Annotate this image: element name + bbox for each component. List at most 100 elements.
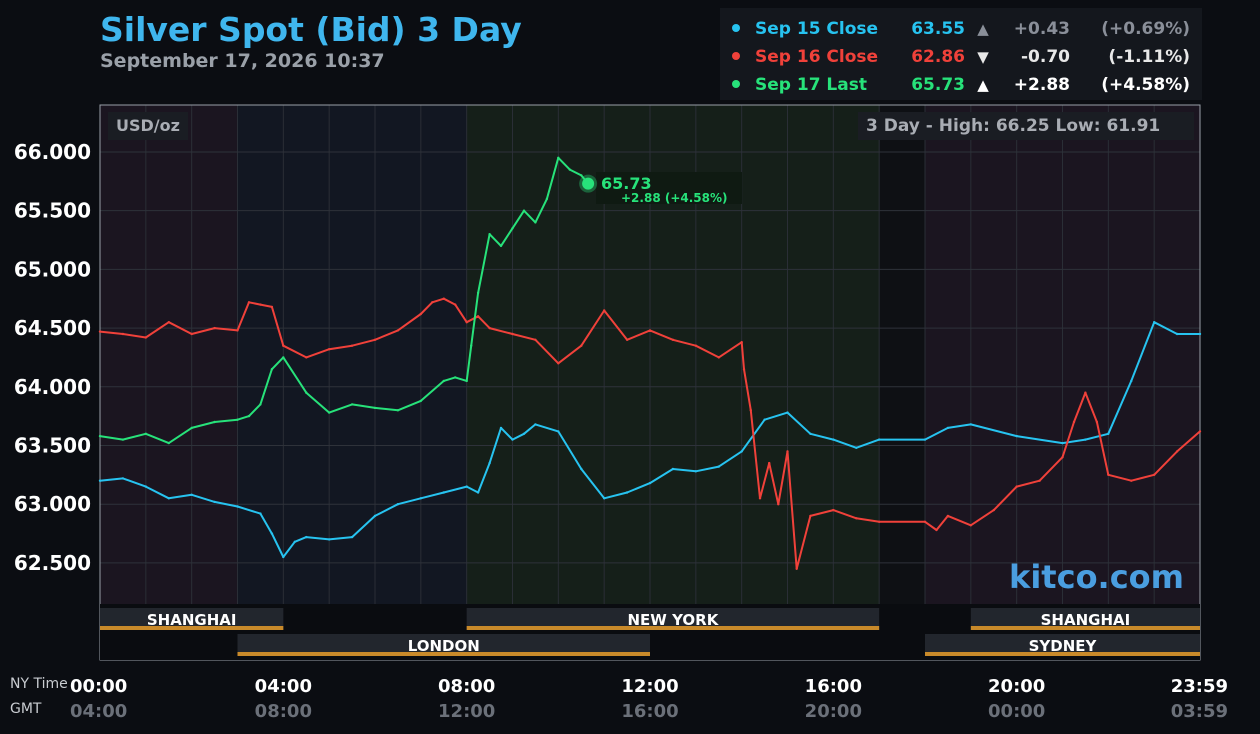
- y-tick-label: 64.500: [14, 316, 91, 340]
- data-point-sep-16-close: [121, 332, 125, 336]
- ny-time-label: NY Time: [10, 676, 68, 692]
- watermark: kitco.com: [1009, 558, 1184, 596]
- data-point-sep-16-close: [786, 450, 789, 453]
- data-point-sep-16-close: [795, 567, 798, 570]
- data-point-sep-16-close: [992, 508, 995, 512]
- data-point-sep-15-close: [946, 426, 950, 430]
- data-point-sep-15-close: [603, 497, 606, 500]
- legend-dot: [732, 80, 740, 88]
- legend-label: Sep 16 Close: [755, 47, 878, 67]
- chart-title: Silver Spot (Bid) 3 Day: [100, 10, 522, 49]
- data-point-sep-17-last: [190, 426, 193, 430]
- legend-value: 63.55: [911, 19, 965, 39]
- data-point-sep-15-close: [557, 430, 560, 433]
- session-sydney-label: SYDNEY: [1029, 637, 1098, 655]
- data-point-sep-16-close: [511, 332, 514, 336]
- data-point-sep-15-close: [878, 438, 881, 441]
- data-point-sep-16-close: [373, 338, 377, 341]
- x-tick-ny: 00:00: [70, 676, 127, 697]
- y-tick-label: 65.500: [14, 199, 91, 223]
- series-lines: [98, 156, 1202, 570]
- x-tick-gmt: 00:00: [988, 701, 1045, 722]
- data-point-sep-15-close: [98, 479, 102, 482]
- data-point-sep-17-last: [465, 379, 468, 383]
- data-point-sep-16-close: [1095, 420, 1099, 424]
- data-point-sep-16-close: [603, 309, 606, 312]
- data-point-sep-15-close: [328, 538, 331, 541]
- x-tick-gmt: 08:00: [255, 701, 312, 722]
- legend-arrow: ▲: [977, 20, 989, 38]
- data-point-sep-15-close: [1015, 434, 1018, 438]
- data-point-sep-16-close: [465, 321, 468, 324]
- data-point-sep-16-close: [419, 312, 422, 316]
- data-point-sep-17-last: [98, 434, 102, 438]
- data-point-sep-15-close: [1084, 438, 1087, 441]
- data-point-sep-15-close: [534, 423, 537, 426]
- data-point-sep-15-close: [465, 485, 468, 488]
- data-point-sep-15-close: [1107, 432, 1110, 435]
- data-point-sep-15-close: [511, 438, 514, 441]
- data-point-sep-17-last: [373, 406, 377, 410]
- data-point-sep-15-close: [625, 491, 629, 494]
- data-point-sep-15-close: [522, 432, 526, 435]
- data-point-sep-16-close: [534, 338, 537, 341]
- legend: Sep 15 Close 63.55 ▲ +0.43 (+0.69%) Sep 16 Cl…: [732, 19, 1190, 95]
- data-point-sep-16-close: [740, 341, 743, 344]
- data-point-sep-15-close: [396, 503, 400, 506]
- data-point-sep-17-last: [236, 418, 239, 421]
- legend-value: 62.86: [911, 47, 965, 67]
- data-point-sep-16-close: [758, 497, 762, 500]
- data-point-sep-15-close: [144, 485, 147, 488]
- legend-percent: (+0.69%): [1101, 19, 1190, 39]
- current-price-change: +2.88 (+4.58%): [621, 191, 728, 205]
- x-tick-gmt: 16:00: [621, 701, 678, 722]
- data-point-sep-15-close: [305, 535, 308, 539]
- session-shanghai-label: SHANGHAI: [147, 611, 237, 629]
- data-point-sep-17-last: [167, 441, 170, 445]
- current-price-value: 65.73: [601, 174, 652, 193]
- y-axis: 62.500 63.000 63.500 64.000 64.500 65.000 65.5…: [14, 140, 91, 575]
- data-point-sep-16-close: [488, 326, 491, 330]
- data-point-sep-15-close: [499, 426, 503, 430]
- data-point-sep-17-last: [499, 244, 503, 248]
- data-point-sep-15-close: [1153, 321, 1156, 324]
- y-tick-label: 62.500: [14, 551, 91, 575]
- data-point-sep-17-last: [282, 356, 285, 359]
- data-point-sep-16-close: [259, 303, 262, 306]
- data-point-sep-16-close: [442, 297, 445, 300]
- data-point-sep-16-close: [1061, 456, 1064, 459]
- data-point-sep-17-last: [270, 368, 274, 371]
- current-price-marker: 65.73 +2.88 (+4.58%): [579, 172, 742, 205]
- data-point-sep-16-close: [476, 315, 480, 318]
- data-point-sep-16-close: [350, 344, 354, 347]
- session-sydney-block: [925, 634, 1200, 656]
- data-point-sep-17-last: [305, 391, 308, 394]
- data-point-sep-16-close: [282, 344, 285, 347]
- data-point-sep-17-last: [568, 168, 571, 171]
- gmt-label: GMT: [10, 701, 42, 717]
- session-shanghai-label: SHANGHAI: [1041, 611, 1131, 629]
- session-london-block: [237, 634, 650, 656]
- data-point-sep-16-close: [1153, 473, 1156, 476]
- range-label-bg: [858, 112, 1194, 140]
- data-point-sep-15-close: [373, 514, 377, 518]
- x-tick-ny: 16:00: [805, 676, 862, 697]
- market-sessions: SHANGHAI NEW YORK SHANGHAI LONDON SYDNEY: [100, 604, 1200, 660]
- data-point-sep-17-last: [488, 233, 491, 236]
- data-point-sep-16-close: [305, 356, 308, 359]
- data-point-sep-16-close: [946, 514, 950, 518]
- data-point-sep-16-close: [935, 528, 938, 532]
- data-point-sep-17-last: [144, 432, 147, 435]
- x-tick-ny: 04:00: [255, 676, 312, 697]
- session-shanghai-bar: [100, 626, 284, 630]
- data-point-sep-17-last: [328, 411, 331, 414]
- data-point-sep-16-close: [1072, 420, 1076, 424]
- data-point-sep-16-close: [431, 301, 434, 304]
- data-point-sep-15-close: [213, 500, 216, 504]
- data-point-sep-16-close: [832, 508, 835, 512]
- data-point-sep-15-close: [1130, 379, 1133, 383]
- unit-label: USD/oz: [116, 116, 180, 135]
- data-point-sep-16-close: [717, 356, 720, 359]
- session-shanghai-block: [970, 608, 1200, 630]
- data-point-sep-16-close: [855, 517, 858, 520]
